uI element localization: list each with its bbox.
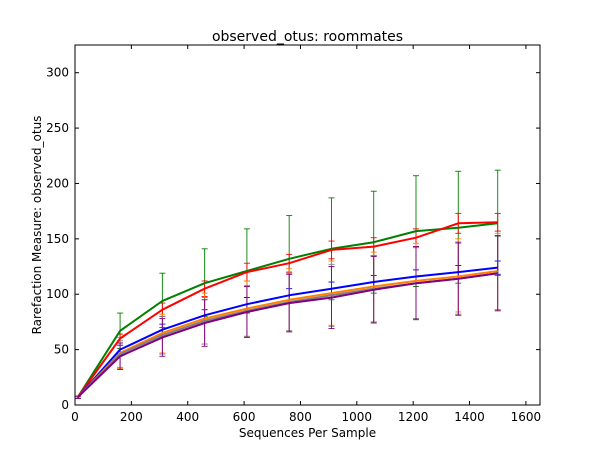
y-tick-label: 50 [54, 343, 69, 357]
y-tick-label: 150 [46, 232, 69, 246]
y-axis-title: Rarefaction Measure: observed_otus [30, 116, 44, 335]
x-tick-label: 200 [120, 410, 143, 424]
series-0-error-bars [74, 169, 501, 399]
x-tick-label: 800 [289, 410, 312, 424]
x-axis-title: Sequences Per Sample [239, 426, 376, 440]
y-tick-label: 0 [61, 398, 69, 412]
series-2-line [77, 266, 498, 398]
series-4-line [77, 272, 498, 398]
series-3-error-bars [74, 232, 501, 399]
x-tick-label: 1600 [511, 410, 542, 424]
series-1-line [76, 221, 498, 398]
axes: 0 200 400 600 800 1000 1200 1400 1600 0 50 100 150 20… [46, 45, 541, 424]
series-1-error-bars [74, 212, 501, 399]
x-tick-label: 1400 [454, 410, 485, 424]
x-tick-label: 1200 [398, 410, 429, 424]
y-tick-label: 200 [46, 176, 69, 190]
plot-area [74, 169, 501, 399]
series-5-line [77, 272, 498, 398]
x-tick-label: 0 [71, 410, 79, 424]
x-tick-label: 1000 [342, 410, 373, 424]
y-tick-label: 100 [46, 287, 69, 301]
y-tick-label: 250 [46, 121, 69, 135]
series-3-line [77, 270, 498, 398]
chart-title: observed_otus: roommates [212, 29, 403, 45]
y-tick-label: 300 [46, 66, 69, 80]
x-tick-label: 400 [176, 410, 199, 424]
plot-frame [74, 44, 541, 406]
x-tick-label: 600 [233, 410, 256, 424]
series-0-line [76, 222, 498, 398]
